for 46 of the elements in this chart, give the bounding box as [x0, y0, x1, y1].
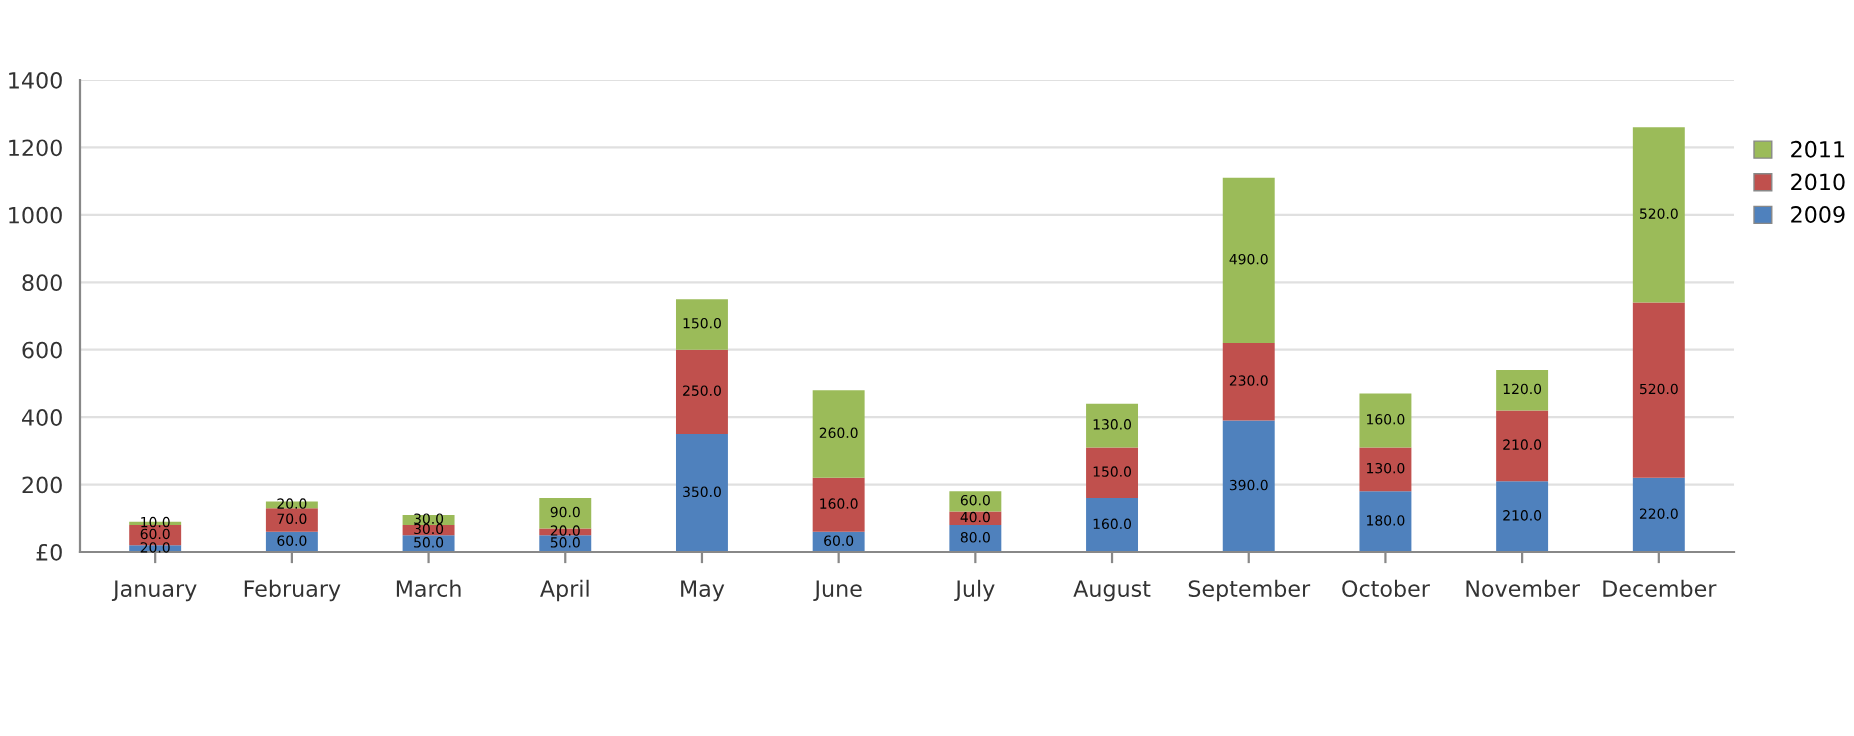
- x-tick-label: November: [1466, 579, 1580, 597]
- x-tick-label: May: [681, 580, 725, 602]
- bar: [1496, 481, 1549, 552]
- y-tick-label: 600: [22, 341, 62, 359]
- legend-label: 2009: [1791, 206, 1845, 223]
- bar: [675, 349, 728, 434]
- bar: [675, 299, 728, 350]
- bar: [1359, 491, 1412, 552]
- x-tick-label: February: [244, 579, 341, 602]
- x-tick-label: March: [396, 579, 461, 597]
- bar: [1086, 498, 1139, 552]
- bar: [1632, 302, 1685, 478]
- bar: [1086, 403, 1139, 448]
- bar: [265, 508, 318, 532]
- bar: [1632, 477, 1685, 552]
- y-tick-label: 1200: [9, 139, 62, 157]
- y-tick-label: 1000: [9, 206, 62, 224]
- bar: [1359, 447, 1412, 492]
- bar: [812, 390, 865, 478]
- bar: [1359, 393, 1412, 448]
- bar: [1496, 369, 1549, 411]
- y-tick-label: 800: [22, 274, 62, 292]
- x-tick-label: September: [1188, 579, 1311, 602]
- y-tick-label: 200: [22, 476, 62, 494]
- bar: [539, 498, 592, 529]
- y-tick-label: 400: [22, 409, 62, 426]
- bar: [949, 491, 1002, 512]
- bar: [1496, 410, 1549, 482]
- x-tick-label: October: [1342, 579, 1430, 597]
- x-tick-label: August: [1073, 580, 1151, 602]
- legend-label: 2010: [1791, 173, 1845, 191]
- bar: [1086, 447, 1139, 499]
- bar: [812, 477, 865, 532]
- y-tick-label: 1400: [9, 71, 62, 89]
- bar: [1632, 127, 1685, 303]
- x-tick-label: June: [813, 580, 862, 602]
- bar: [675, 434, 728, 552]
- bar: [1222, 342, 1275, 421]
- x-tick-label: January: [111, 580, 197, 602]
- y-tick-label: £0: [36, 543, 62, 561]
- x-tick-label: July: [954, 579, 995, 602]
- bar: [1222, 420, 1275, 552]
- legend-label: 2011: [1791, 140, 1845, 158]
- x-tick-label: April: [540, 579, 589, 602]
- bar: [1222, 177, 1275, 343]
- x-tick-label: December: [1603, 579, 1717, 597]
